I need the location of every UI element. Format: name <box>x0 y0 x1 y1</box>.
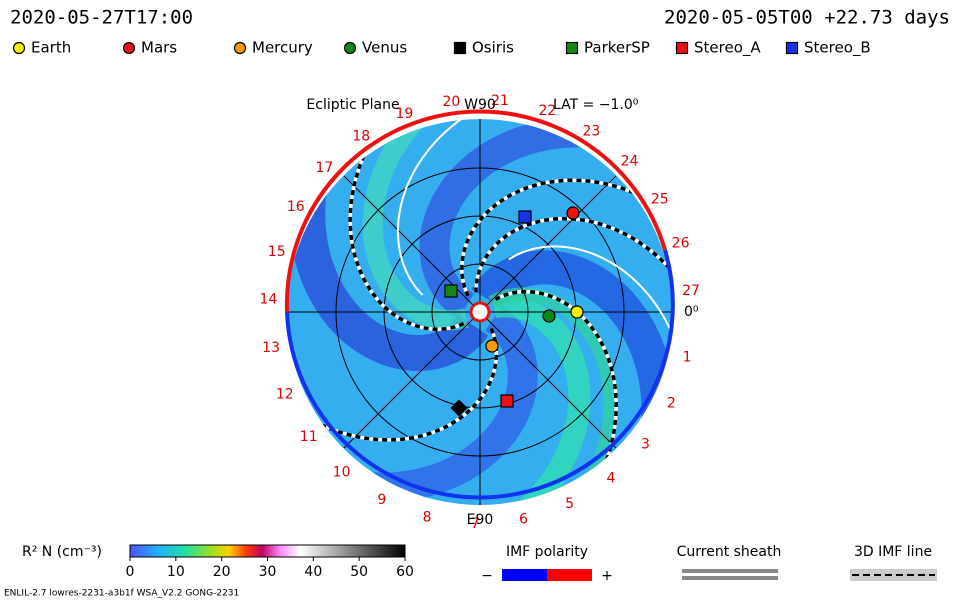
colorbar-tick-label: 30 <box>259 564 277 580</box>
polarity-positive <box>547 569 592 581</box>
imf-line <box>311 327 499 442</box>
imf-polarity-title: IMF polarity <box>506 544 588 560</box>
legend-marker <box>565 41 579 55</box>
body-marker <box>570 305 584 319</box>
density-band <box>362 119 527 331</box>
colorbar-tick-label: 60 <box>396 564 414 580</box>
colorbar-tick-label: 0 <box>126 564 135 580</box>
carrington-label: 12 <box>276 387 294 403</box>
imf-lines <box>311 119 673 471</box>
legend-label: Mercury <box>252 39 313 57</box>
carrington-label: 14 <box>259 292 277 308</box>
imf-line <box>494 289 618 471</box>
carrington-label: 2 <box>667 395 676 411</box>
carrington-label: 11 <box>300 429 318 445</box>
carrington-label: 27 <box>682 283 700 299</box>
body-marker <box>444 284 458 298</box>
carrington-label: 6 <box>519 512 528 528</box>
carrington-label: 17 <box>315 160 333 176</box>
legend-marker <box>233 41 247 55</box>
current-sheath <box>508 245 673 405</box>
body-marker <box>485 339 499 353</box>
carrington-label: 20 <box>442 94 460 110</box>
carrington-label: 4 <box>607 471 616 487</box>
carrington-label: 22 <box>538 103 556 119</box>
colorbar <box>129 544 406 558</box>
current-sheath <box>396 119 508 296</box>
carrington-label: 21 <box>491 93 509 109</box>
legend: Earth Mars Mercury Venus Osiris ParkerSP Stere… <box>12 39 871 58</box>
carrington-label: 9 <box>377 492 386 508</box>
legend-marker <box>785 41 799 55</box>
legend-marker <box>12 41 26 55</box>
legend-marker <box>343 41 357 55</box>
density-band <box>488 287 618 505</box>
rim-negative <box>285 249 675 500</box>
imf-line-title: 3D IMF line <box>854 544 932 560</box>
rim-positive <box>284 109 667 313</box>
carrington-label: 19 <box>395 106 413 122</box>
legend-label: ParkerSP <box>584 39 650 57</box>
bottom-label: E90 <box>467 512 494 528</box>
colorbar-tick-label: 10 <box>167 564 185 580</box>
legend-marker <box>122 41 136 55</box>
carrington-label: 16 <box>287 199 305 215</box>
legend-label: Stereo_B <box>804 39 871 58</box>
colorbar-tick-label: 20 <box>213 564 231 580</box>
legend-label: Stereo_A <box>694 39 761 58</box>
right-label: 0⁰ <box>684 304 699 320</box>
body-marker <box>500 394 514 408</box>
polarity-negative <box>502 569 547 581</box>
imf-line <box>474 216 673 293</box>
density-band <box>411 295 591 505</box>
imf-line <box>460 178 645 297</box>
plot-title: Ecliptic Plane <box>306 97 399 113</box>
carrington-label: 7 <box>471 516 480 532</box>
body-marker <box>566 206 580 220</box>
legend-label: Earth <box>31 39 71 57</box>
carrington-label: 25 <box>651 192 669 208</box>
colorbar-ticks: 0 10 20 30 40 50 60 <box>126 557 414 580</box>
imf-plus: + <box>601 568 613 584</box>
sim-time: 2020-05-27T17:00 <box>10 7 193 29</box>
body-marker <box>542 309 556 323</box>
colorbar-label: R² N (cm⁻³) <box>22 544 102 560</box>
legend-label: Venus <box>362 39 407 57</box>
carrington-label: 1 <box>683 350 692 366</box>
carrington-label: 24 <box>621 154 639 170</box>
sun <box>469 301 491 323</box>
legend-marker <box>453 41 467 55</box>
carrington-label: 10 <box>333 465 351 481</box>
carrington-label: 15 <box>268 244 286 260</box>
body-marker <box>450 399 468 417</box>
carrington-label: 13 <box>262 340 280 356</box>
carrington-label: 8 <box>423 509 432 525</box>
legend-marker <box>675 41 689 55</box>
imf-line <box>348 145 465 331</box>
top-label: W90 <box>464 97 496 113</box>
carrington-label: 23 <box>582 124 600 140</box>
legend-label: Mars <box>141 39 177 57</box>
carrington-label: 3 <box>641 437 650 453</box>
bodies <box>444 206 584 417</box>
run-time: 2020-05-05T00 +22.73 days <box>664 7 950 29</box>
colorbar-tick-label: 40 <box>304 564 322 580</box>
imf-minus: − <box>481 568 493 584</box>
imf-line-bg <box>850 569 937 581</box>
lat-label: LAT = −1.0⁰ <box>553 97 639 113</box>
current-sheath-title: Current sheath <box>677 544 782 560</box>
carrington-label: 26 <box>672 236 690 252</box>
carrington-label: 18 <box>352 128 370 144</box>
body-marker <box>518 210 532 224</box>
colorbar-tick-label: 50 <box>350 564 368 580</box>
legend-label: Osiris <box>472 39 514 57</box>
footer: ENLIL-2.7 lowres-2231-a3b1f WSA_V2.2 GON… <box>4 589 239 599</box>
carrington-label: 5 <box>565 496 574 512</box>
